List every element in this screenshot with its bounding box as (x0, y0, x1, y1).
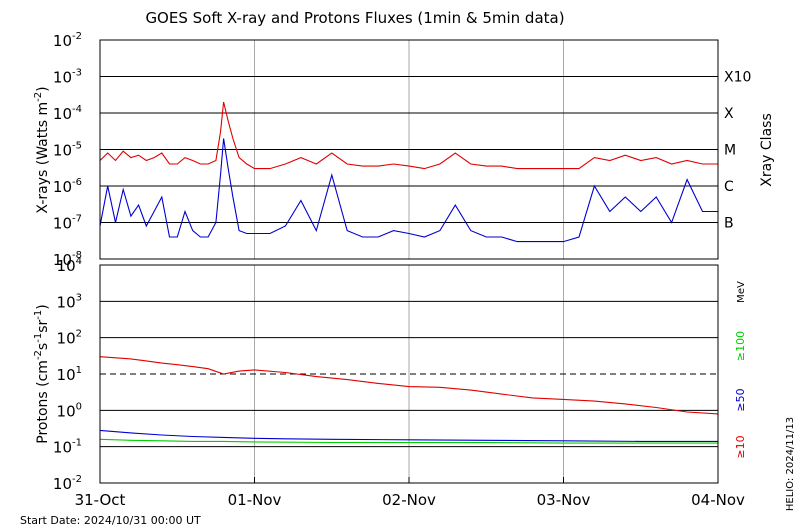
xray-y-tick-label-2: 10-6 (53, 177, 82, 196)
x-axis: 31-Oct 01-Nov 02-Nov 03-Nov 04-Nov (75, 477, 745, 509)
x-tick-label-1: 01-Nov (228, 491, 282, 509)
proton-series-2 (99, 438, 718, 444)
xray-series-0 (99, 101, 718, 170)
proton-legend-2: ≥10 (734, 435, 747, 458)
proton-legend-1: ≥50 (734, 388, 747, 411)
x-tick-label-0: 31-Oct (75, 491, 126, 509)
xray-class-axis-label: Xray Class (759, 113, 775, 187)
xray-y-tick-label-5: 10-3 (53, 68, 82, 87)
xray-class-label-x: X (724, 106, 734, 122)
proton-y-tick-label-0: 10-2 (53, 474, 82, 493)
xray-series-1 (99, 138, 718, 243)
proton-panel: 10-2 10-1 100 101 102 103 104 Protons (cm-2s-1s… (33, 256, 747, 493)
xray-panel: B C M X X10 10-8 10-7 10-6 10-5 10-4 10-3 10-2 X-ray… (33, 31, 775, 269)
xray-class-label-c: C (724, 179, 734, 195)
xray-y-tick-label-0: 10-8 (53, 250, 82, 269)
xray-y-tick-label-3: 10-5 (53, 141, 82, 160)
xray-class-label-x10: X10 (724, 70, 751, 86)
proton-y-tick-label-2: 100 (57, 401, 82, 420)
xray-class-label-b: B (724, 216, 734, 232)
x-tick-label-3: 03-Nov (537, 491, 591, 509)
proton-y-tick-label-1: 10-1 (53, 438, 82, 457)
xray-y-tick-label-4: 10-4 (53, 104, 82, 123)
chart-title: GOES Soft X-ray and Protons Fluxes (1min… (145, 9, 564, 27)
x-tick-label-4: 04-Nov (691, 491, 745, 509)
xray-frame (99, 39, 719, 260)
xray-class-label-m: M (724, 143, 736, 159)
proton-y-tick-label-4: 102 (57, 329, 82, 348)
start-date-label: Start Date: 2024/10/31 00:00 UT (20, 514, 201, 527)
helio-credit: HELIO: 2024/11/13 (785, 417, 796, 511)
x-tick-label-2: 02-Nov (382, 491, 436, 509)
xray-y-tick-label-1: 10-7 (53, 214, 82, 233)
proton-y-tick-label-6: 104 (57, 256, 82, 275)
xray-y-tick-label-6: 10-2 (53, 31, 82, 50)
proton-series-1 (99, 429, 718, 442)
proton-y-tick-label-5: 103 (57, 292, 82, 311)
proton-unit-label: MeV (736, 281, 747, 303)
proton-series-0 (99, 356, 719, 415)
proton-y-axis-label: Protons (cm-2s-1sr-1) (33, 304, 51, 443)
proton-y-tick-label-3: 101 (57, 365, 82, 384)
proton-legend-0: ≥100 (734, 331, 747, 361)
xray-y-axis-label: X-rays (Watts m-2) (33, 86, 51, 213)
